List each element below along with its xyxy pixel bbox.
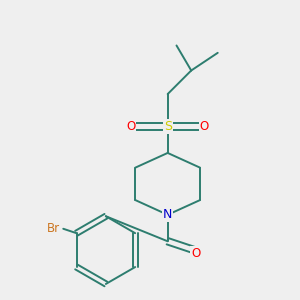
Text: N: N xyxy=(163,208,172,221)
Text: Br: Br xyxy=(46,222,59,235)
Text: O: O xyxy=(200,120,209,133)
Text: O: O xyxy=(191,247,200,260)
Text: O: O xyxy=(126,120,136,133)
Text: S: S xyxy=(164,120,172,133)
